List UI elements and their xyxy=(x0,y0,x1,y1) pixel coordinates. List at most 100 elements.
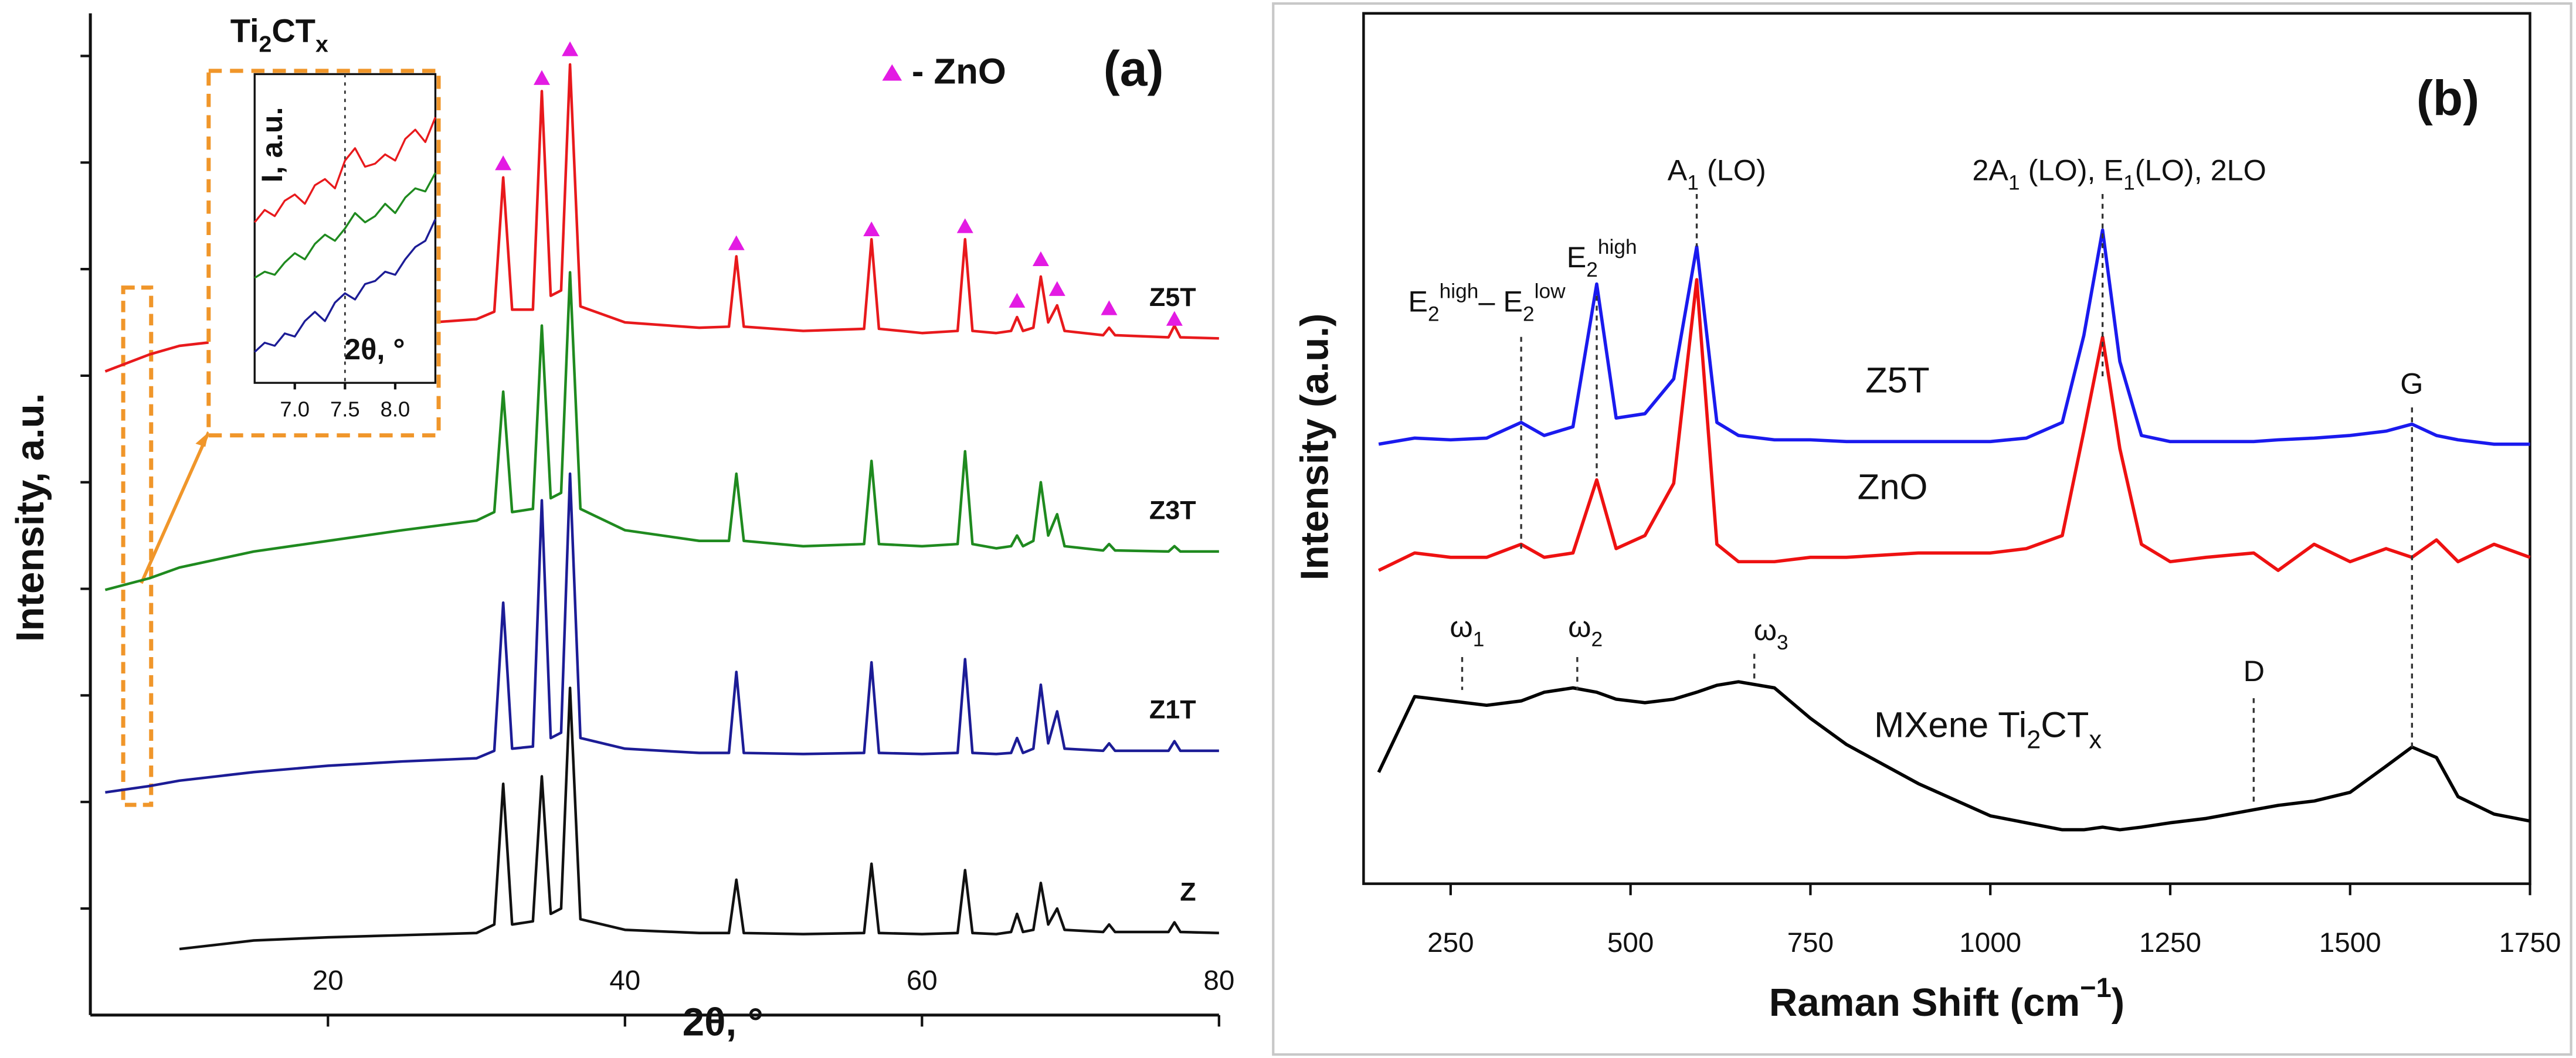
text-part: (LO), 2LO xyxy=(2135,154,2266,187)
text-part: high xyxy=(1598,236,1637,258)
annotation: ω2 xyxy=(1568,610,1603,651)
text-part: ω xyxy=(1568,610,1591,644)
legend-swatch xyxy=(882,64,902,81)
text-part: ) xyxy=(2112,981,2124,1025)
zno-marker xyxy=(1032,251,1049,266)
text-part: Ti xyxy=(230,12,259,49)
text-part: 2 xyxy=(1586,258,1598,281)
x-tick-label: 1000 xyxy=(1959,927,2021,958)
inset-y-label: I, a.u. xyxy=(255,107,289,182)
annotation: E2high– E2low xyxy=(1408,280,1566,326)
text-part: G xyxy=(2400,367,2423,400)
text-part: high xyxy=(1440,280,1479,303)
series-line xyxy=(179,686,1219,951)
series-label: Z1T xyxy=(1149,695,1196,724)
series-line xyxy=(105,472,1219,794)
series-line xyxy=(254,219,436,353)
series-label: ZnO xyxy=(1858,467,1928,508)
annotation: 2A1 (LO), E1(LO), 2LO xyxy=(1972,154,2266,195)
y-axis-label: Intensity, a.u. xyxy=(8,393,52,642)
text-part: 2 xyxy=(1428,303,1440,326)
text-part: CT xyxy=(271,12,315,49)
text-part: ω xyxy=(1754,613,1777,647)
zoom-region xyxy=(121,285,154,807)
x-tick-label: 250 xyxy=(1427,927,1474,958)
y-axis-label: Intensity (a.u.) xyxy=(1293,314,1337,581)
text-part: −1 xyxy=(2080,972,2112,1003)
x-axis-label: 2θ, ° xyxy=(683,1000,763,1044)
text-part: 2 xyxy=(1591,628,1603,651)
text-part: x xyxy=(2089,726,2102,754)
text-part: E xyxy=(1567,240,1587,274)
x-tick-label: 500 xyxy=(1607,927,1654,958)
text-part: 1 xyxy=(1687,171,1699,194)
text-part: (LO), E xyxy=(2020,154,2123,187)
x-tick-label: 750 xyxy=(1787,927,1834,958)
text-part: low xyxy=(1535,280,1566,303)
inset-x-label: 2θ, ° xyxy=(344,332,405,366)
text-part: A xyxy=(1668,154,1688,187)
text-part: 3 xyxy=(1777,631,1788,654)
text-part: 1 xyxy=(1473,628,1485,651)
legend-label: - ZnO xyxy=(912,52,1006,92)
series-line xyxy=(104,271,1219,591)
x-tick-label: 80 xyxy=(1203,965,1234,996)
plot-frame xyxy=(1362,12,2531,885)
panel-label: (a) xyxy=(1104,41,1164,96)
series-label: MXene Ti2CTx xyxy=(1874,705,2102,754)
x-tick-label: 1750 xyxy=(2499,927,2561,958)
text-part: 1 xyxy=(2008,171,2020,194)
text-part: 2A xyxy=(1972,154,2008,187)
text-part: MXene Ti xyxy=(1874,705,2027,746)
annotation: G xyxy=(2400,367,2423,400)
text-part: 2 xyxy=(259,32,272,57)
series-line xyxy=(1377,680,2531,832)
zno-marker xyxy=(495,155,512,171)
zno-marker xyxy=(533,70,550,85)
text-part: 1 xyxy=(2123,171,2135,194)
x-tick-label: 20 xyxy=(313,965,344,996)
text-part: x xyxy=(315,32,328,57)
zno-marker xyxy=(1048,281,1065,296)
x-tick-label: 7.0 xyxy=(280,397,310,421)
series-label: Z3T xyxy=(1149,496,1196,525)
series-label: Z5T xyxy=(1865,360,1930,400)
inset-title: Ti2CTx xyxy=(230,12,328,57)
text-part: ω xyxy=(1450,610,1472,644)
zno-marker xyxy=(562,41,579,56)
zno-marker xyxy=(956,218,973,233)
series-line xyxy=(1377,278,2531,572)
x-tick-label: 60 xyxy=(907,965,938,996)
zno-marker xyxy=(1101,300,1118,315)
inset-box xyxy=(206,69,441,438)
x-tick-label: 1500 xyxy=(2319,927,2381,958)
x-tick-label: 1250 xyxy=(2139,927,2201,958)
series-label: Z xyxy=(1180,877,1196,906)
series-line xyxy=(254,172,436,279)
zno-marker xyxy=(1166,311,1183,326)
series-line xyxy=(1378,228,2530,446)
panel-b-border xyxy=(1272,2,2572,1056)
text-part: Raman Shift (cm xyxy=(1769,981,2080,1025)
text-part: 2 xyxy=(2027,726,2041,754)
x-tick-label: 7.5 xyxy=(330,397,360,421)
zno-marker xyxy=(1009,292,1026,308)
zoom-arrow-head xyxy=(195,432,209,447)
annotation: A1 (LO) xyxy=(1668,154,1766,195)
text-part: (LO) xyxy=(1699,154,1766,187)
zno-marker xyxy=(728,235,745,250)
zno-marker xyxy=(863,221,880,237)
text-part: 2 xyxy=(1523,303,1535,326)
text-part: D xyxy=(2244,654,2265,688)
text-part: – E xyxy=(1478,285,1523,318)
text-part: CT xyxy=(2041,705,2089,746)
annotation: E2high xyxy=(1567,236,1637,281)
series-line xyxy=(104,63,1219,373)
text-part: E xyxy=(1408,285,1428,318)
panel-label: (b) xyxy=(2417,70,2479,125)
series-label: Z5T xyxy=(1149,283,1196,312)
x-tick-label: 8.0 xyxy=(381,397,410,421)
x-tick-label: 40 xyxy=(609,965,640,996)
